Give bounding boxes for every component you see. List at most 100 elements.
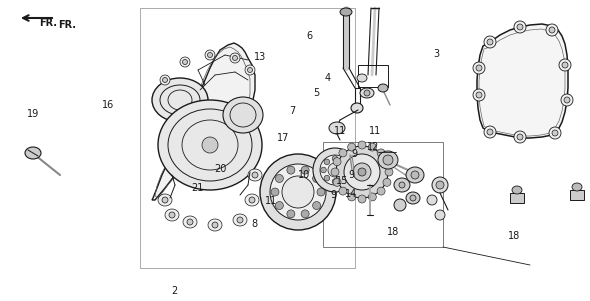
Ellipse shape — [158, 100, 262, 190]
Ellipse shape — [378, 84, 388, 92]
Ellipse shape — [358, 168, 366, 176]
Ellipse shape — [276, 201, 283, 209]
Ellipse shape — [313, 201, 320, 209]
Ellipse shape — [332, 179, 338, 184]
Bar — [570, 190, 584, 200]
Text: 11: 11 — [266, 196, 277, 206]
Ellipse shape — [427, 195, 437, 205]
Ellipse shape — [162, 77, 168, 82]
Ellipse shape — [572, 183, 582, 191]
Ellipse shape — [329, 122, 345, 134]
Ellipse shape — [394, 178, 410, 192]
Text: 18: 18 — [509, 231, 520, 241]
Ellipse shape — [245, 65, 255, 75]
Text: 13: 13 — [254, 52, 266, 62]
Text: 19: 19 — [27, 109, 39, 119]
Ellipse shape — [271, 188, 279, 196]
Ellipse shape — [287, 210, 295, 218]
Ellipse shape — [301, 166, 309, 174]
Ellipse shape — [248, 169, 262, 181]
Ellipse shape — [247, 67, 253, 73]
Polygon shape — [477, 24, 568, 138]
Ellipse shape — [364, 90, 370, 96]
Ellipse shape — [182, 60, 188, 64]
Ellipse shape — [360, 88, 374, 98]
Ellipse shape — [348, 143, 356, 151]
Ellipse shape — [487, 39, 493, 45]
Ellipse shape — [517, 24, 523, 30]
Ellipse shape — [158, 194, 172, 206]
Text: 20: 20 — [214, 163, 226, 174]
Text: 3: 3 — [434, 49, 440, 59]
Text: 9: 9 — [330, 190, 336, 200]
Ellipse shape — [282, 176, 314, 208]
Ellipse shape — [358, 141, 366, 149]
Ellipse shape — [301, 210, 309, 218]
Ellipse shape — [561, 94, 573, 106]
Ellipse shape — [406, 192, 420, 204]
Ellipse shape — [383, 155, 393, 165]
Ellipse shape — [487, 129, 493, 135]
Ellipse shape — [183, 216, 197, 228]
Ellipse shape — [399, 182, 405, 188]
Ellipse shape — [237, 217, 243, 223]
Ellipse shape — [340, 175, 346, 181]
Bar — [323, 142, 443, 247]
Ellipse shape — [187, 219, 193, 225]
Text: 10: 10 — [298, 169, 310, 180]
Ellipse shape — [435, 210, 445, 220]
Ellipse shape — [476, 65, 482, 71]
Ellipse shape — [410, 195, 416, 201]
Ellipse shape — [331, 168, 339, 176]
Bar — [140, 8, 355, 268]
Text: 16: 16 — [102, 100, 114, 110]
Ellipse shape — [473, 89, 485, 101]
Ellipse shape — [321, 167, 326, 173]
Ellipse shape — [368, 193, 376, 201]
Ellipse shape — [512, 186, 522, 194]
Text: 11: 11 — [334, 126, 346, 136]
Ellipse shape — [564, 97, 570, 103]
Ellipse shape — [357, 74, 367, 82]
Ellipse shape — [546, 24, 558, 36]
Ellipse shape — [484, 36, 496, 48]
Ellipse shape — [208, 52, 212, 57]
Ellipse shape — [336, 146, 388, 198]
Bar — [358, 65, 388, 87]
Text: 7: 7 — [290, 106, 296, 116]
Ellipse shape — [245, 194, 259, 206]
Ellipse shape — [394, 199, 406, 211]
Ellipse shape — [385, 168, 393, 176]
Ellipse shape — [549, 127, 561, 139]
Ellipse shape — [230, 53, 240, 63]
Polygon shape — [152, 43, 255, 200]
Ellipse shape — [152, 78, 208, 122]
Ellipse shape — [324, 159, 330, 165]
Text: 5: 5 — [313, 88, 319, 98]
Ellipse shape — [549, 27, 555, 33]
Text: FR.: FR. — [40, 17, 57, 28]
Ellipse shape — [358, 195, 366, 203]
Ellipse shape — [339, 149, 347, 157]
Ellipse shape — [324, 175, 330, 181]
Ellipse shape — [252, 172, 258, 178]
Ellipse shape — [552, 130, 558, 136]
Text: 9: 9 — [348, 169, 354, 180]
Ellipse shape — [411, 171, 419, 179]
Ellipse shape — [165, 209, 179, 221]
Bar — [510, 193, 524, 203]
Ellipse shape — [348, 193, 356, 201]
Ellipse shape — [202, 137, 218, 153]
Text: 18: 18 — [387, 227, 399, 237]
Ellipse shape — [160, 75, 170, 85]
Ellipse shape — [260, 154, 336, 230]
Ellipse shape — [559, 59, 571, 71]
Ellipse shape — [313, 148, 357, 192]
Ellipse shape — [25, 147, 41, 159]
Ellipse shape — [320, 155, 350, 185]
Ellipse shape — [162, 197, 168, 203]
Ellipse shape — [517, 134, 523, 140]
Text: 11: 11 — [369, 126, 381, 136]
Ellipse shape — [212, 222, 218, 228]
Ellipse shape — [332, 156, 338, 161]
